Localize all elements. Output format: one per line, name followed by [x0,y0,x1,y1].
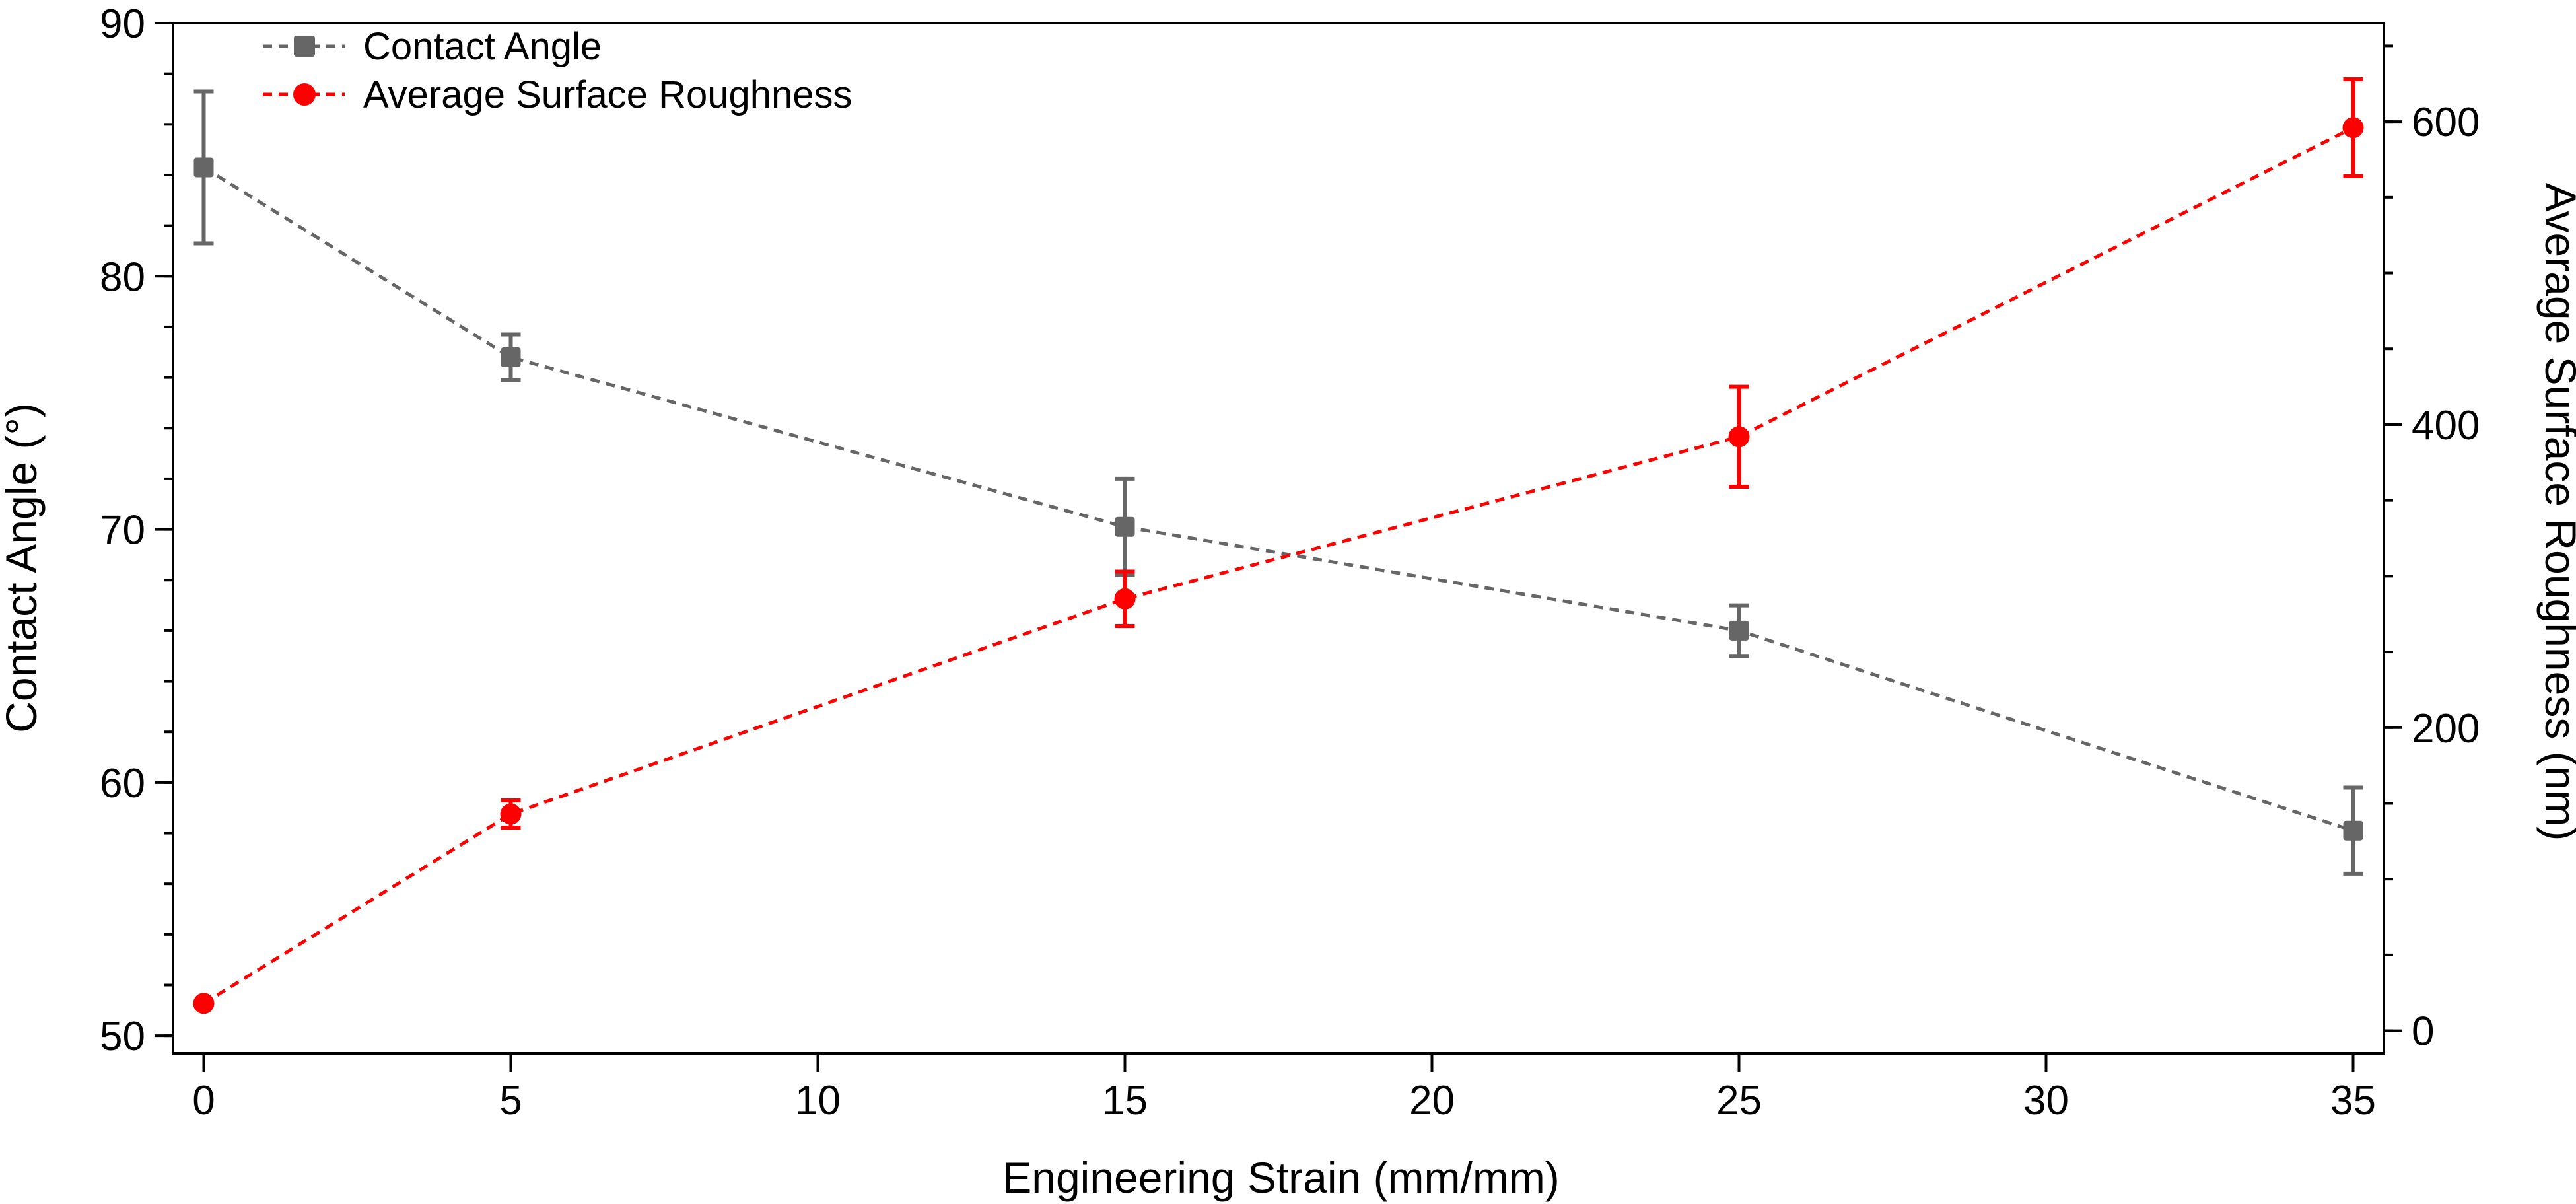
data-point [1729,620,1749,641]
data-point [500,803,522,825]
x-tick-label: 0 [192,1078,215,1123]
y2-tick-label: 400 [2412,403,2480,448]
x-tick-label: 10 [795,1078,841,1123]
data-point [193,157,214,178]
series-layer [193,77,2364,1014]
legend-item-average-surface-roughness: Average Surface Roughness [263,73,853,116]
legend-label: Average Surface Roughness [363,73,853,116]
plot-frame [172,22,2385,1055]
series-line-contact-angle [203,166,2354,833]
y-axis-title: Contact Angle (°) [0,403,46,733]
y2-tick-label: 200 [2412,706,2480,752]
x-tick-label: 30 [2023,1078,2069,1123]
y-tick-label: 50 [100,1014,145,1059]
y-tick-label: 80 [100,254,145,300]
legend-label: Contact Angle [363,25,602,68]
series-average-surface-roughness [193,77,2364,1014]
series-contact-angle [193,89,2363,876]
legend-marker [293,83,316,106]
y-tick-label: 70 [100,508,145,553]
x-tick-label: 15 [1102,1078,1148,1123]
data-point [193,993,215,1014]
y2-axis-title: Average Surface Roughness (nm) [2536,183,2576,841]
x-tick-label: 25 [1716,1078,1762,1123]
y2-tick-label: 0 [2412,1009,2434,1055]
y-axis-left: 50 60 70 80 90 [100,1,173,1059]
x-axis: 0 5 10 15 20 25 30 35 [192,1053,2376,1123]
data-point [1115,516,1135,537]
data-point [1114,588,1136,610]
data-point [2342,117,2364,139]
x-tick-label: 5 [499,1078,522,1123]
y2-tick-label: 600 [2412,100,2480,145]
legend-marker [294,36,315,57]
y-axis-right: 0 200 400 600 [2384,44,2480,1055]
x-axis-title: Engineering Strain (mm/mm) [1002,1153,1560,1202]
series-line-average-surface-roughness [203,126,2354,1005]
x-tick-label: 35 [2330,1078,2376,1123]
data-point [501,347,521,367]
plot-border [172,22,2385,1055]
y-tick-label: 90 [100,1,145,47]
legend: Contact Angle Average Surface Roughness [263,25,853,116]
data-point [1728,426,1750,448]
legend-item-contact-angle: Contact Angle [263,25,602,68]
data-point [2343,820,2363,841]
y-tick-label: 60 [100,761,145,806]
x-tick-label: 20 [1409,1078,1455,1123]
